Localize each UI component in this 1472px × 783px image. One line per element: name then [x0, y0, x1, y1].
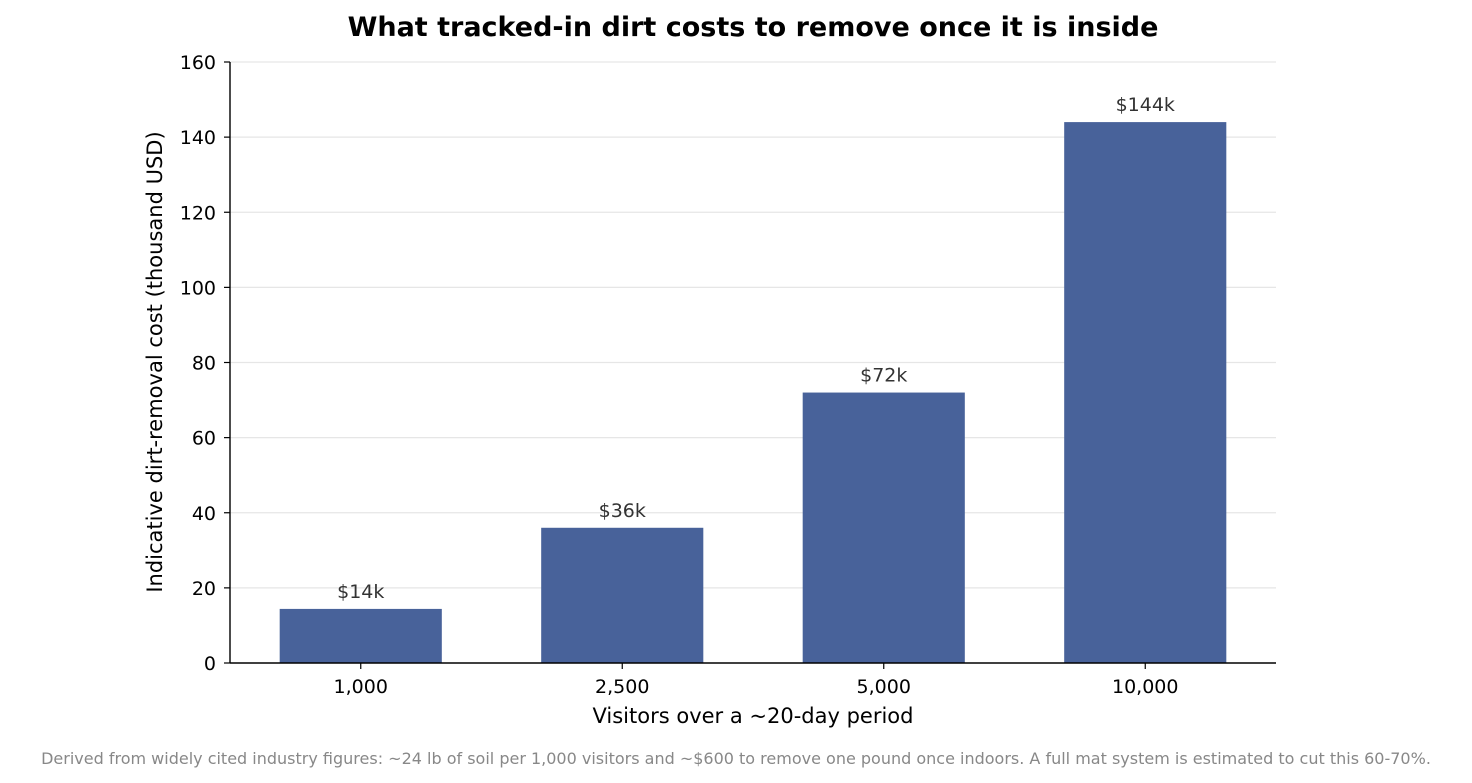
bar-value-label: $72k: [860, 365, 907, 387]
x-axis-ticks: 1,000 2,500 5,000 10,000: [334, 663, 1178, 698]
y-axis-label: Indicative dirt-removal cost (thousand U…: [143, 131, 167, 592]
data-labels-layer: $14k $36k $72k $144k: [337, 94, 1175, 603]
y-tick-label: 80: [192, 353, 216, 375]
bar: [541, 527, 704, 663]
x-tick-label: 1,000: [334, 676, 388, 698]
y-tick-label: 0: [204, 653, 216, 675]
y-tick-label: 160: [180, 52, 216, 74]
bar: [279, 608, 442, 663]
y-axis-ticks: 0 20 40 60 80 100 120 140 160: [180, 52, 230, 675]
y-tick-label: 20: [192, 578, 216, 600]
y-tick-label: 40: [192, 503, 216, 525]
y-tick-label: 100: [180, 277, 216, 299]
x-tick-label: 2,500: [595, 676, 649, 698]
bar: [1064, 122, 1227, 664]
bar-value-label: $36k: [599, 500, 646, 522]
y-tick-label: 140: [180, 127, 216, 149]
bar-value-label: $144k: [1116, 94, 1175, 116]
grid-layer: [230, 61, 1276, 589]
bars-layer: [279, 122, 1227, 664]
x-tick-label: 10,000: [1112, 676, 1178, 698]
y-tick-label: 60: [192, 428, 216, 450]
footnote: Derived from widely cited industry figur…: [41, 749, 1431, 768]
y-tick-label: 120: [180, 202, 216, 224]
x-tick-label: 5,000: [857, 676, 911, 698]
x-axis-label: Visitors over a ~20-day period: [593, 704, 914, 728]
bar: [802, 392, 965, 663]
bar-value-label: $14k: [337, 581, 384, 603]
chart-title: What tracked-in dirt costs to remove onc…: [348, 12, 1159, 43]
